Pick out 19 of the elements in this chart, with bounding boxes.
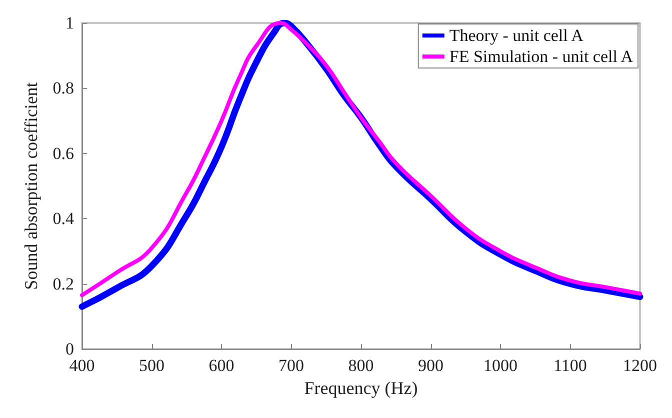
x-tick-label: 500 [139,356,164,375]
y-axis-title: Sound absorption coefficient [21,82,41,290]
x-tick-label: 600 [208,356,234,375]
legend-label: FE Simulation - unit cell A [449,47,634,66]
x-tick-label: 1200 [623,356,657,375]
x-tick-label: 700 [278,356,304,375]
x-tick-label: 1000 [484,356,518,375]
y-tick-label: 0.8 [52,78,74,98]
x-axis-title: Frequency (Hz) [304,378,418,398]
y-tick-label: 1 [66,14,74,32]
y-tick-label: 0.6 [52,144,74,163]
y-tick-label: 0.2 [52,274,74,294]
x-tick-label: 900 [418,356,444,375]
y-tick-label: 0.4 [52,209,74,228]
legend-label: Theory - unit cell A [449,26,584,45]
x-tick-label: 1100 [554,356,587,375]
x-tick-label: 400 [69,356,95,375]
y-tick-label: 0 [66,340,74,358]
x-tick-label: 800 [348,356,374,375]
